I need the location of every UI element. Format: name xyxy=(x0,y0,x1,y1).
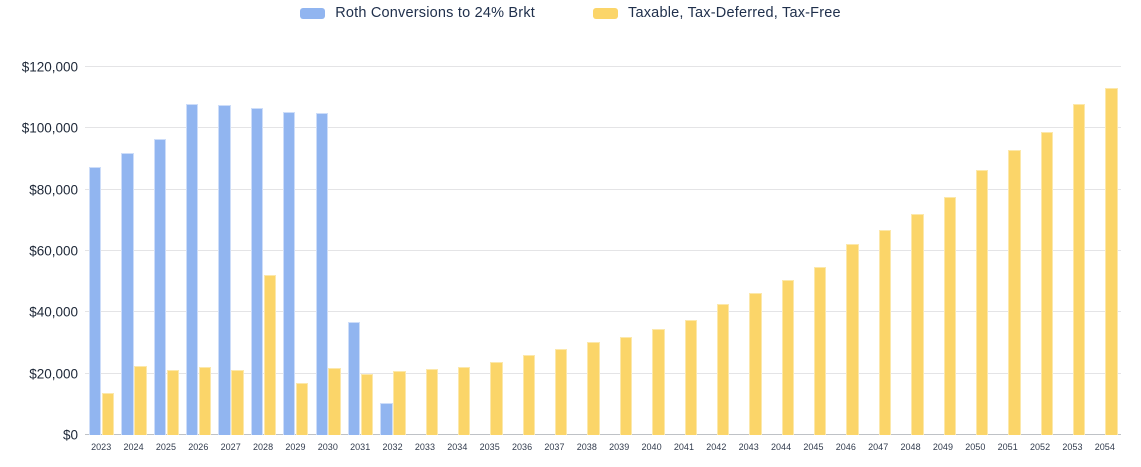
bar-taxable-2027[interactable] xyxy=(231,370,244,435)
y-axis-tick-labels: $0 $20,000 $40,000 $60,000 $80,000 $100,000 $1… xyxy=(0,60,78,443)
bar-roth-2024[interactable] xyxy=(121,152,134,435)
x-axis-tick-label: 2023 xyxy=(91,442,112,452)
bar-taxable-2052[interactable] xyxy=(1040,132,1053,435)
x-axis-tick-label: 2028 xyxy=(253,442,274,452)
x-axis-tick-label: 2052 xyxy=(1030,442,1051,452)
gridline xyxy=(85,66,1121,67)
x-axis-tick-label: 2046 xyxy=(835,442,856,452)
bar-taxable-2039[interactable] xyxy=(619,337,633,435)
taxable-series-swatch-icon xyxy=(593,7,619,19)
bar-taxable-2032[interactable] xyxy=(393,370,406,435)
gridline xyxy=(85,311,1121,313)
x-axis-tick-label: 2039 xyxy=(609,442,630,452)
x-axis-tick-label: 2034 xyxy=(447,442,468,452)
bar-taxable-2050[interactable] xyxy=(975,169,989,435)
bar-taxable-2028[interactable] xyxy=(263,274,276,435)
gridline xyxy=(85,372,1121,374)
x-axis-tick-label: 2051 xyxy=(997,442,1018,452)
bar-taxable-2054[interactable] xyxy=(1105,88,1118,435)
x-axis-tick-label: 2026 xyxy=(188,442,209,452)
legend-label: Roth Conversions to 24% Brkt xyxy=(335,5,536,21)
plot-area xyxy=(85,66,1121,435)
legend-item-roth-conversions[interactable]: Roth Conversions to 24% Brkt xyxy=(300,5,535,21)
bar-taxable-2023[interactable] xyxy=(101,393,115,435)
bar-taxable-2037[interactable] xyxy=(555,348,568,435)
bar-taxable-2026[interactable] xyxy=(198,367,212,435)
chart-legend: Roth Conversions to 24% Brkt Taxable, Ta… xyxy=(0,3,1141,23)
gridline xyxy=(85,188,1121,190)
x-axis-tick-label: 2050 xyxy=(965,442,986,452)
y-axis-tick-label: $0 xyxy=(62,427,78,443)
x-axis-tick-label: 2036 xyxy=(512,442,533,452)
y-axis-tick-label: $80,000 xyxy=(29,182,78,198)
x-axis-tick-label: 2037 xyxy=(544,442,565,452)
y-axis-tick-label: $60,000 xyxy=(29,243,78,259)
bar-taxable-2033[interactable] xyxy=(425,369,438,435)
x-axis-tick-label: 2029 xyxy=(285,442,306,452)
bar-roth-2031[interactable] xyxy=(347,321,361,435)
x-axis-tick-label: 2024 xyxy=(123,442,144,452)
x-axis-tick-labels: 2023 2024 2025 2026 2027 2028 2029 2030 2031 2032… xyxy=(85,442,1121,456)
x-axis-tick-label: 2043 xyxy=(738,442,759,452)
y-axis-tick-label: $100,000 xyxy=(21,120,78,136)
bar-taxable-2047[interactable] xyxy=(878,229,892,435)
gridline xyxy=(85,250,1121,251)
bar-roth-2032[interactable] xyxy=(380,402,393,435)
y-axis-tick-label: $20,000 xyxy=(29,366,78,382)
bar-roth-2025[interactable] xyxy=(153,139,166,435)
x-axis-tick-label: 2033 xyxy=(414,442,435,452)
bar-taxable-2053[interactable] xyxy=(1073,104,1086,435)
bar-taxable-2024[interactable] xyxy=(134,365,147,435)
bar-roth-2029[interactable] xyxy=(283,112,296,435)
bar-taxable-2030[interactable] xyxy=(328,368,341,435)
x-axis-tick-label: 2042 xyxy=(706,442,727,452)
x-axis-tick-label: 2045 xyxy=(803,442,824,452)
y-axis-tick-label: $40,000 xyxy=(29,304,78,320)
bar-roth-2027[interactable] xyxy=(218,105,231,435)
bar-roth-2026[interactable] xyxy=(186,104,199,435)
y-axis-tick-label: $120,000 xyxy=(21,59,78,75)
x-axis-tick-label: 2040 xyxy=(641,442,662,452)
bar-taxable-2040[interactable] xyxy=(652,328,665,435)
x-axis-tick-label: 2054 xyxy=(1094,442,1115,452)
bar-taxable-2036[interactable] xyxy=(522,355,535,435)
x-axis-tick-label: 2032 xyxy=(382,442,403,452)
legend-item-taxable-taxdeferred-taxfree[interactable]: Taxable, Tax-Deferred, Tax-Free xyxy=(593,5,841,21)
bar-taxable-2042[interactable] xyxy=(716,304,730,435)
bar-taxable-2034[interactable] xyxy=(457,366,471,435)
bar-taxable-2051[interactable] xyxy=(1008,149,1021,435)
roth-series-swatch-icon xyxy=(300,7,326,19)
bar-taxable-2046[interactable] xyxy=(846,244,859,435)
x-axis-tick-label: 2035 xyxy=(479,442,500,452)
bar-taxable-2038[interactable] xyxy=(587,341,600,435)
bar-taxable-2045[interactable] xyxy=(814,266,827,435)
x-axis-tick-label: 2027 xyxy=(220,442,241,452)
x-axis-tick-label: 2048 xyxy=(900,442,921,452)
bar-taxable-2025[interactable] xyxy=(166,370,179,435)
bar-taxable-2043[interactable] xyxy=(749,293,762,435)
x-axis-tick-label: 2044 xyxy=(771,442,792,452)
bar-taxable-2041[interactable] xyxy=(684,320,697,435)
x-axis-tick-label: 2038 xyxy=(576,442,597,452)
x-axis-tick-label: 2025 xyxy=(155,442,176,452)
legend-label: Taxable, Tax-Deferred, Tax-Free xyxy=(628,5,841,21)
bar-roth-2030[interactable] xyxy=(315,113,328,435)
bar-taxable-2031[interactable] xyxy=(360,373,374,435)
gridline xyxy=(85,127,1121,129)
bar-roth-2023[interactable] xyxy=(88,166,102,435)
bar-taxable-2035[interactable] xyxy=(490,361,503,435)
x-axis-tick-label: 2030 xyxy=(317,442,338,452)
x-axis-tick-label: 2047 xyxy=(868,442,889,452)
x-axis-tick-label: 2031 xyxy=(350,442,371,452)
bar-taxable-2048[interactable] xyxy=(911,213,924,435)
bar-taxable-2029[interactable] xyxy=(296,382,309,435)
x-axis-line xyxy=(85,434,1121,435)
x-axis-tick-label: 2053 xyxy=(1062,442,1083,452)
x-axis-tick-label: 2041 xyxy=(673,442,694,452)
bar-taxable-2044[interactable] xyxy=(781,279,794,435)
x-axis-tick-label: 2049 xyxy=(932,442,953,452)
bar-roth-2028[interactable] xyxy=(250,108,264,435)
bar-taxable-2049[interactable] xyxy=(943,197,956,435)
